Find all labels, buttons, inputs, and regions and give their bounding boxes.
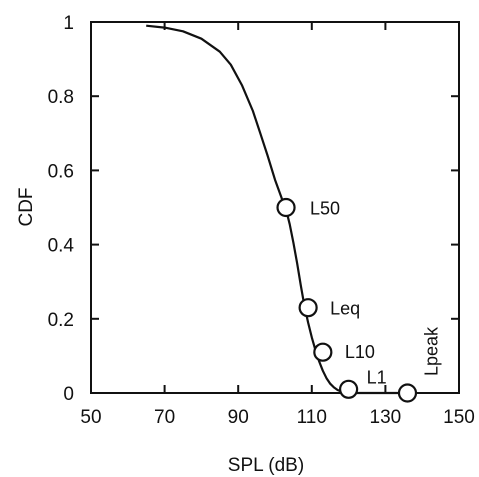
plot-border bbox=[90, 21, 460, 394]
y-tick-label: 1 bbox=[63, 13, 74, 34]
x-tick-label: 90 bbox=[228, 407, 249, 428]
x-axis-label: SPL (dB) bbox=[228, 455, 304, 476]
marker-l10-point bbox=[313, 342, 333, 362]
x-tick-label: 150 bbox=[443, 407, 475, 428]
y-tick-label: 0.8 bbox=[48, 87, 74, 108]
x-tick-label: 110 bbox=[297, 407, 327, 428]
cdf-line-series bbox=[146, 24, 404, 395]
marker-leq-label: Leq bbox=[330, 299, 360, 319]
marker-l1-label: L1 bbox=[367, 367, 387, 387]
y-tick-label: 0.6 bbox=[48, 161, 74, 182]
marker-l1-point bbox=[339, 379, 359, 399]
y-axis-label: CDF bbox=[16, 187, 37, 226]
marker-leq-point bbox=[298, 298, 318, 318]
plot-frame bbox=[90, 21, 460, 394]
marker-l50-label: L50 bbox=[310, 199, 340, 219]
axis-ticks bbox=[90, 21, 460, 394]
y-tick-label: 0.4 bbox=[48, 236, 75, 257]
marker-points bbox=[276, 197, 418, 403]
marker-labels: L50 Leq L10 L1 Lpeak bbox=[310, 199, 441, 388]
marker-l50-point bbox=[276, 197, 296, 218]
y-tick-label: 0.2 bbox=[48, 310, 74, 331]
marker-l10-label: L10 bbox=[345, 342, 375, 362]
x-tick-label: 130 bbox=[370, 407, 402, 428]
x-tick-label: 70 bbox=[154, 407, 175, 428]
x-tick-label: 50 bbox=[80, 407, 101, 428]
tick-labels: 50 70 90 110 130 150 0 0.2 0.4 0.6 0.8 1 bbox=[48, 13, 475, 428]
marker-lpeak-label: Lpeak bbox=[421, 326, 441, 376]
marker-lpeak-point bbox=[397, 383, 418, 403]
y-tick-label: 0 bbox=[63, 384, 74, 405]
cdf-line bbox=[146, 24, 404, 395]
